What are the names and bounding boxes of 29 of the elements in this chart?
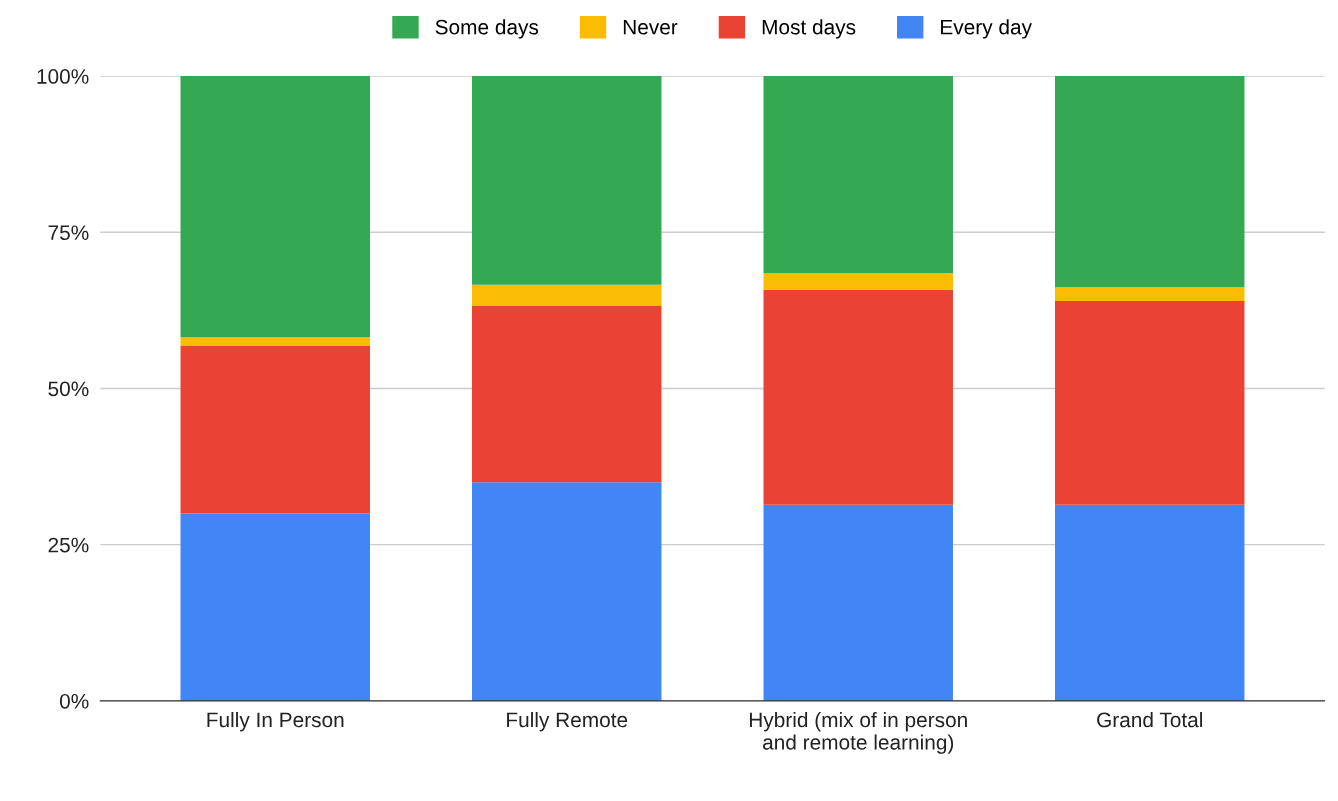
x-tick-label: Fully Remote [507, 711, 628, 732]
bar [1054, 287, 1245, 302]
y-tick-label: 25% [48, 537, 89, 553]
bar [472, 306, 662, 483]
legend-label: Never [623, 19, 678, 35]
legend-label: Some days [435, 19, 539, 39]
bar [180, 76, 370, 338]
y-tick-label: 50% [48, 381, 89, 397]
bar [180, 337, 370, 346]
bar [763, 504, 953, 701]
bar [763, 272, 953, 290]
x-tick-label: Fully In Person [207, 711, 344, 732]
y-tick-label: 100% [37, 69, 89, 84]
legend-label: Most days [762, 19, 856, 39]
bar [472, 482, 662, 701]
legend-label: Every day [941, 19, 1032, 39]
x-tick-label: Hybrid (mix of in person and remote learning) [749, 711, 967, 754]
y-tick-label: 75% [48, 225, 89, 241]
bar [763, 289, 953, 505]
x-tick-label: Grand Total [1097, 711, 1202, 728]
bar [472, 284, 662, 307]
bar [1054, 76, 1245, 288]
y-tick-label: 0% [59, 693, 89, 709]
bar [180, 346, 370, 514]
bar [763, 76, 953, 273]
bar [472, 76, 662, 285]
bar [180, 513, 370, 701]
bar [1054, 301, 1245, 505]
bar [1054, 504, 1245, 701]
